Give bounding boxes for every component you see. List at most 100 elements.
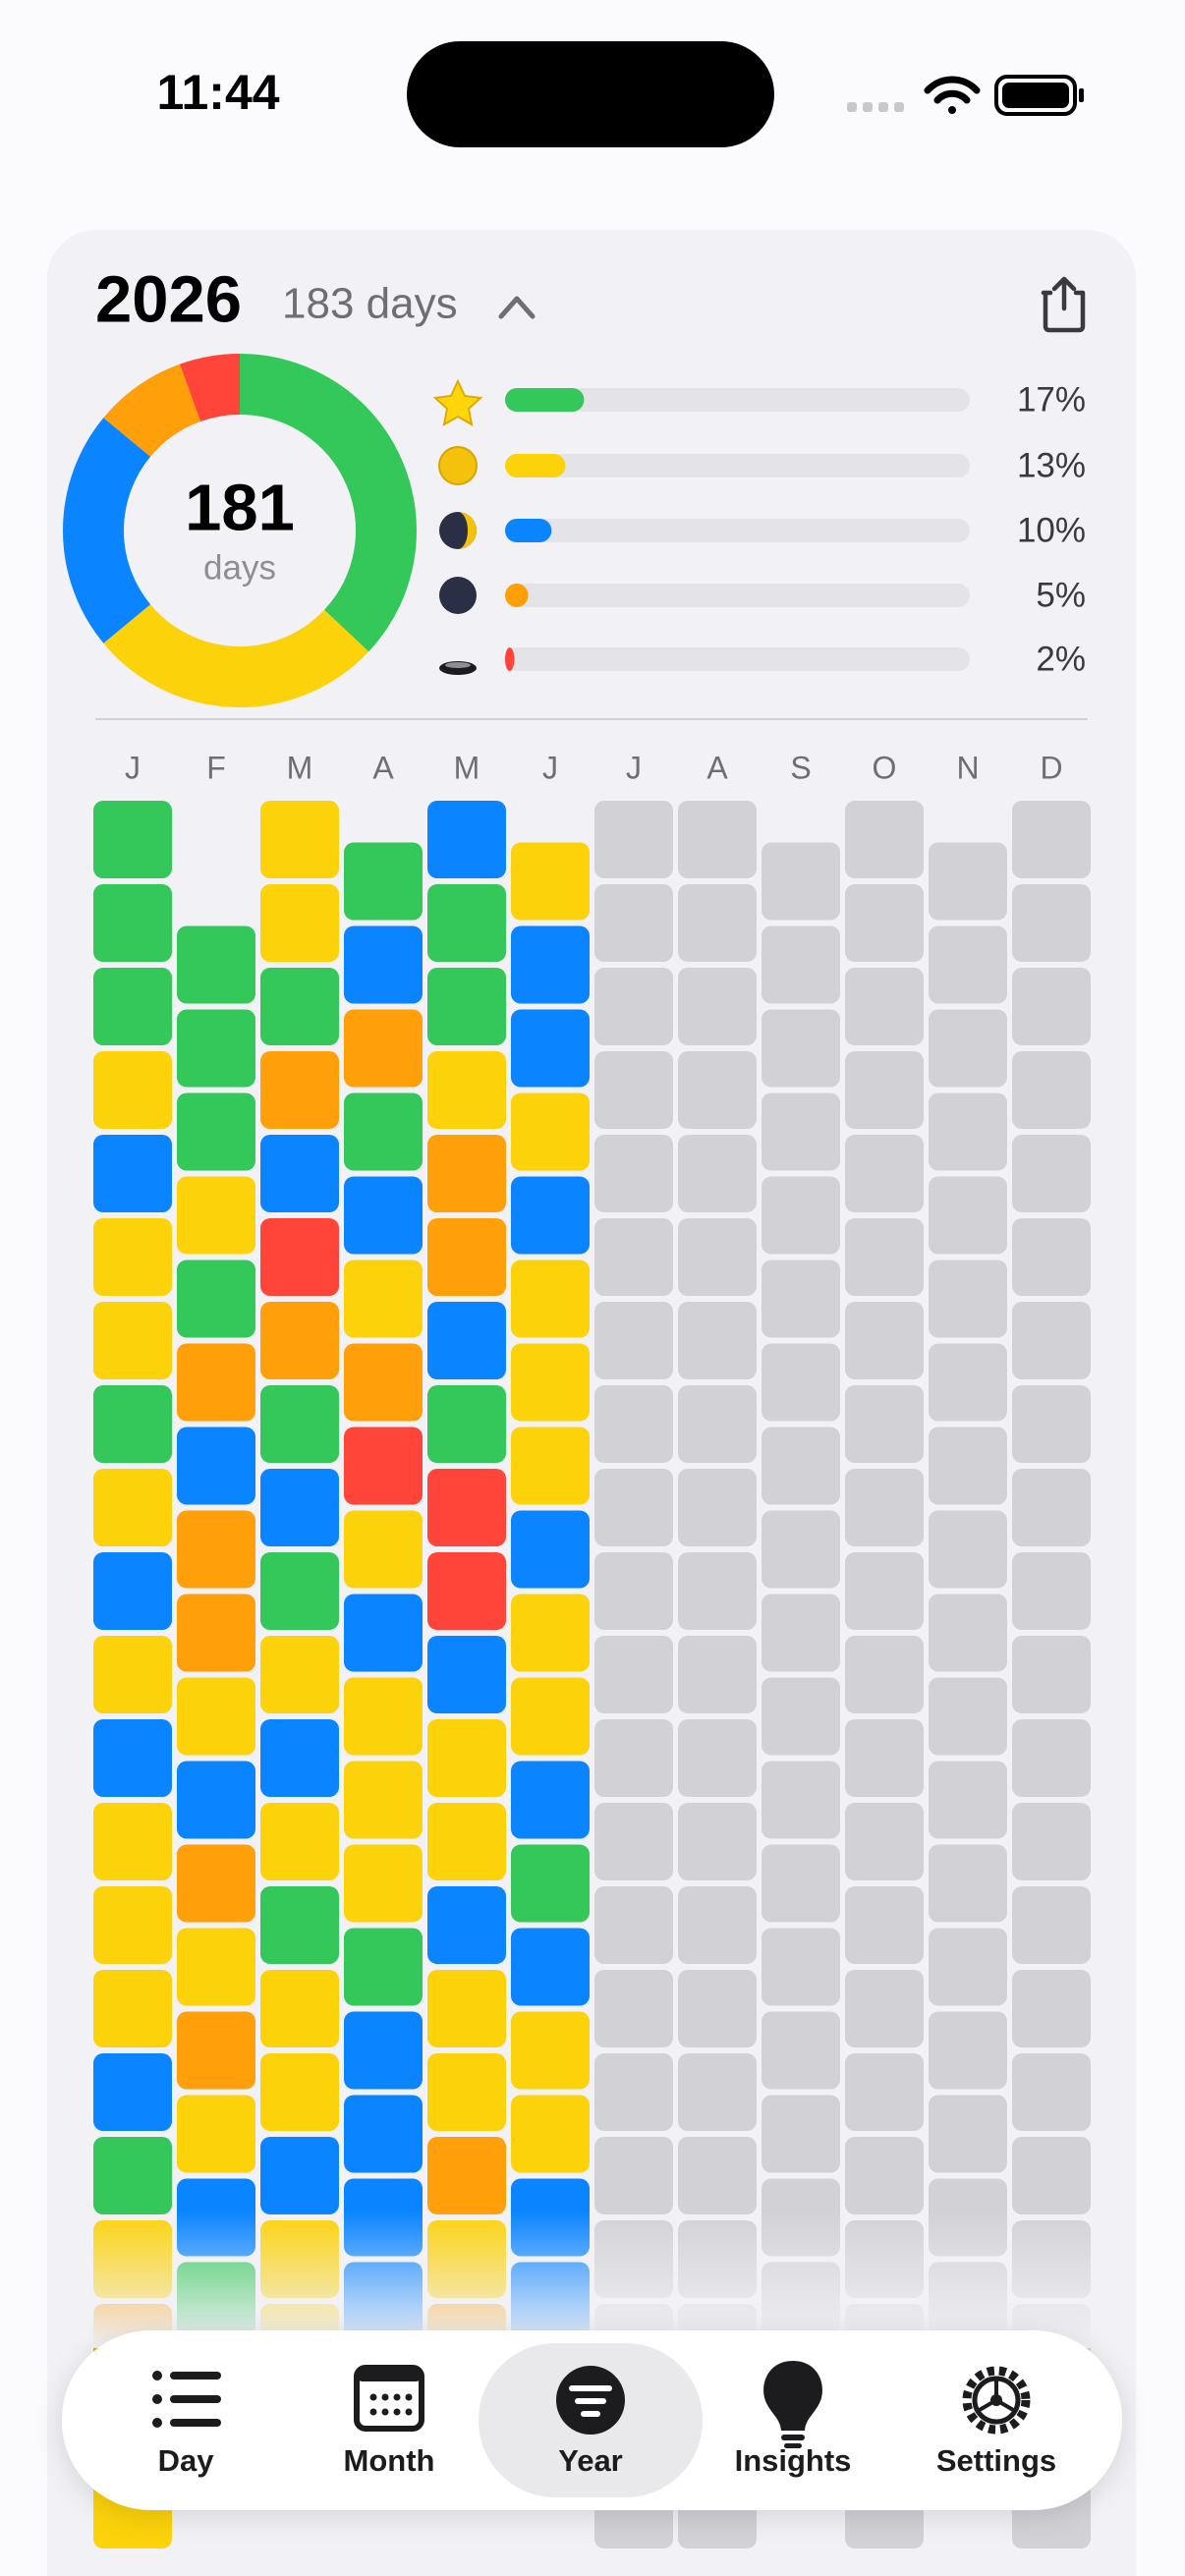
day-cell[interactable] (177, 2011, 255, 2090)
day-cell[interactable] (344, 1343, 423, 1422)
day-cell[interactable] (427, 801, 506, 878)
day-cell[interactable] (177, 1594, 255, 1672)
day-cell[interactable] (427, 1469, 506, 1546)
day-cell[interactable] (427, 1302, 506, 1379)
day-cell[interactable] (511, 1427, 590, 1505)
day-cell[interactable] (511, 1260, 590, 1338)
day-cell[interactable] (427, 1970, 506, 2047)
day-cell[interactable] (511, 1176, 590, 1255)
day-cell[interactable] (344, 1761, 423, 1839)
day-cell[interactable] (93, 1719, 172, 1797)
day-cell[interactable] (511, 1343, 590, 1422)
day-cell[interactable] (511, 925, 590, 1004)
day-cell[interactable] (260, 1051, 339, 1129)
day-cell[interactable] (177, 1427, 255, 1505)
day-cell[interactable] (93, 1135, 172, 1212)
day-cell[interactable] (177, 1260, 255, 1338)
day-cell[interactable] (344, 2095, 423, 2173)
day-cell[interactable] (177, 1009, 255, 1088)
day-cell[interactable] (93, 1970, 172, 2047)
day-cell[interactable] (511, 1092, 590, 1171)
tab-1[interactable]: Month (344, 2443, 435, 2478)
day-cell[interactable] (260, 1970, 339, 2047)
day-cell[interactable] (260, 1135, 339, 1212)
day-cell[interactable] (177, 1343, 255, 1422)
day-cell[interactable] (260, 1469, 339, 1546)
day-cell[interactable] (260, 1302, 339, 1379)
day-cell[interactable] (511, 1844, 590, 1923)
day-cell[interactable] (177, 1844, 255, 1923)
day-cell[interactable] (511, 1009, 590, 1088)
day-cell[interactable] (344, 1009, 423, 1088)
day-cell[interactable] (511, 1761, 590, 1839)
day-cell[interactable] (427, 1218, 506, 1296)
day-cell[interactable] (427, 1051, 506, 1129)
day-cell[interactable] (177, 2095, 255, 2173)
day-cell[interactable] (511, 2011, 590, 2090)
day-cell[interactable] (260, 2137, 339, 2214)
day-cell[interactable] (511, 1594, 590, 1672)
day-cell[interactable] (260, 801, 339, 878)
day-cell[interactable] (177, 1677, 255, 1756)
day-cell[interactable] (344, 1092, 423, 1171)
day-cell[interactable] (427, 1636, 506, 1713)
day-cell[interactable] (511, 2095, 590, 2173)
day-cell[interactable] (427, 968, 506, 1045)
day-cell[interactable] (93, 1051, 172, 1129)
day-cell[interactable] (260, 1803, 339, 1880)
day-cell[interactable] (344, 1844, 423, 1923)
day-cell[interactable] (344, 842, 423, 921)
day-cell[interactable] (260, 1552, 339, 1630)
day-cell[interactable] (344, 2011, 423, 2090)
day-cell[interactable] (177, 1176, 255, 1255)
day-cell[interactable] (427, 1135, 506, 1212)
day-cell[interactable] (177, 1092, 255, 1171)
share-button[interactable] (1041, 276, 1086, 333)
day-cell[interactable] (260, 1218, 339, 1296)
day-cell[interactable] (93, 1469, 172, 1546)
day-cell[interactable] (427, 1803, 506, 1880)
tab-4[interactable]: Settings (936, 2443, 1056, 2478)
day-cell[interactable] (93, 1803, 172, 1880)
day-cell[interactable] (344, 925, 423, 1004)
tab-0[interactable]: Day (158, 2443, 215, 2478)
day-cell[interactable] (427, 2053, 506, 2131)
day-cell[interactable] (427, 884, 506, 962)
day-cell[interactable] (260, 968, 339, 1045)
day-cell[interactable] (511, 842, 590, 921)
day-cell[interactable] (177, 925, 255, 1004)
day-cell[interactable] (260, 884, 339, 962)
day-cell[interactable] (344, 1427, 423, 1505)
day-cell[interactable] (344, 1677, 423, 1756)
day-cell[interactable] (260, 1636, 339, 1713)
day-cell[interactable] (427, 1886, 506, 1964)
day-cell[interactable] (511, 1928, 590, 2006)
day-cell[interactable] (177, 1510, 255, 1589)
day-cell[interactable] (260, 1886, 339, 1964)
day-cell[interactable] (344, 1176, 423, 1255)
day-cell[interactable] (260, 2053, 339, 2131)
day-cell[interactable] (344, 1928, 423, 2006)
collapse-button[interactable] (498, 296, 536, 319)
day-cell[interactable] (93, 2137, 172, 2214)
day-cell[interactable] (177, 1761, 255, 1839)
day-cell[interactable] (93, 968, 172, 1045)
day-cell[interactable] (93, 1218, 172, 1296)
day-cell[interactable] (93, 884, 172, 962)
tab-3[interactable]: Insights (735, 2443, 852, 2478)
day-cell[interactable] (93, 2053, 172, 2131)
day-cell[interactable] (511, 1677, 590, 1756)
day-cell[interactable] (177, 1928, 255, 2006)
day-cell[interactable] (344, 1594, 423, 1672)
day-cell[interactable] (427, 1719, 506, 1797)
day-cell[interactable] (93, 801, 172, 878)
day-cell[interactable] (93, 1636, 172, 1713)
day-cell[interactable] (260, 1719, 339, 1797)
day-cell[interactable] (93, 1302, 172, 1379)
day-cell[interactable] (344, 1260, 423, 1338)
day-cell[interactable] (93, 1552, 172, 1630)
day-cell[interactable] (427, 1385, 506, 1463)
day-cell[interactable] (511, 1510, 590, 1589)
day-cell[interactable] (427, 2137, 506, 2214)
day-cell[interactable] (93, 1886, 172, 1964)
